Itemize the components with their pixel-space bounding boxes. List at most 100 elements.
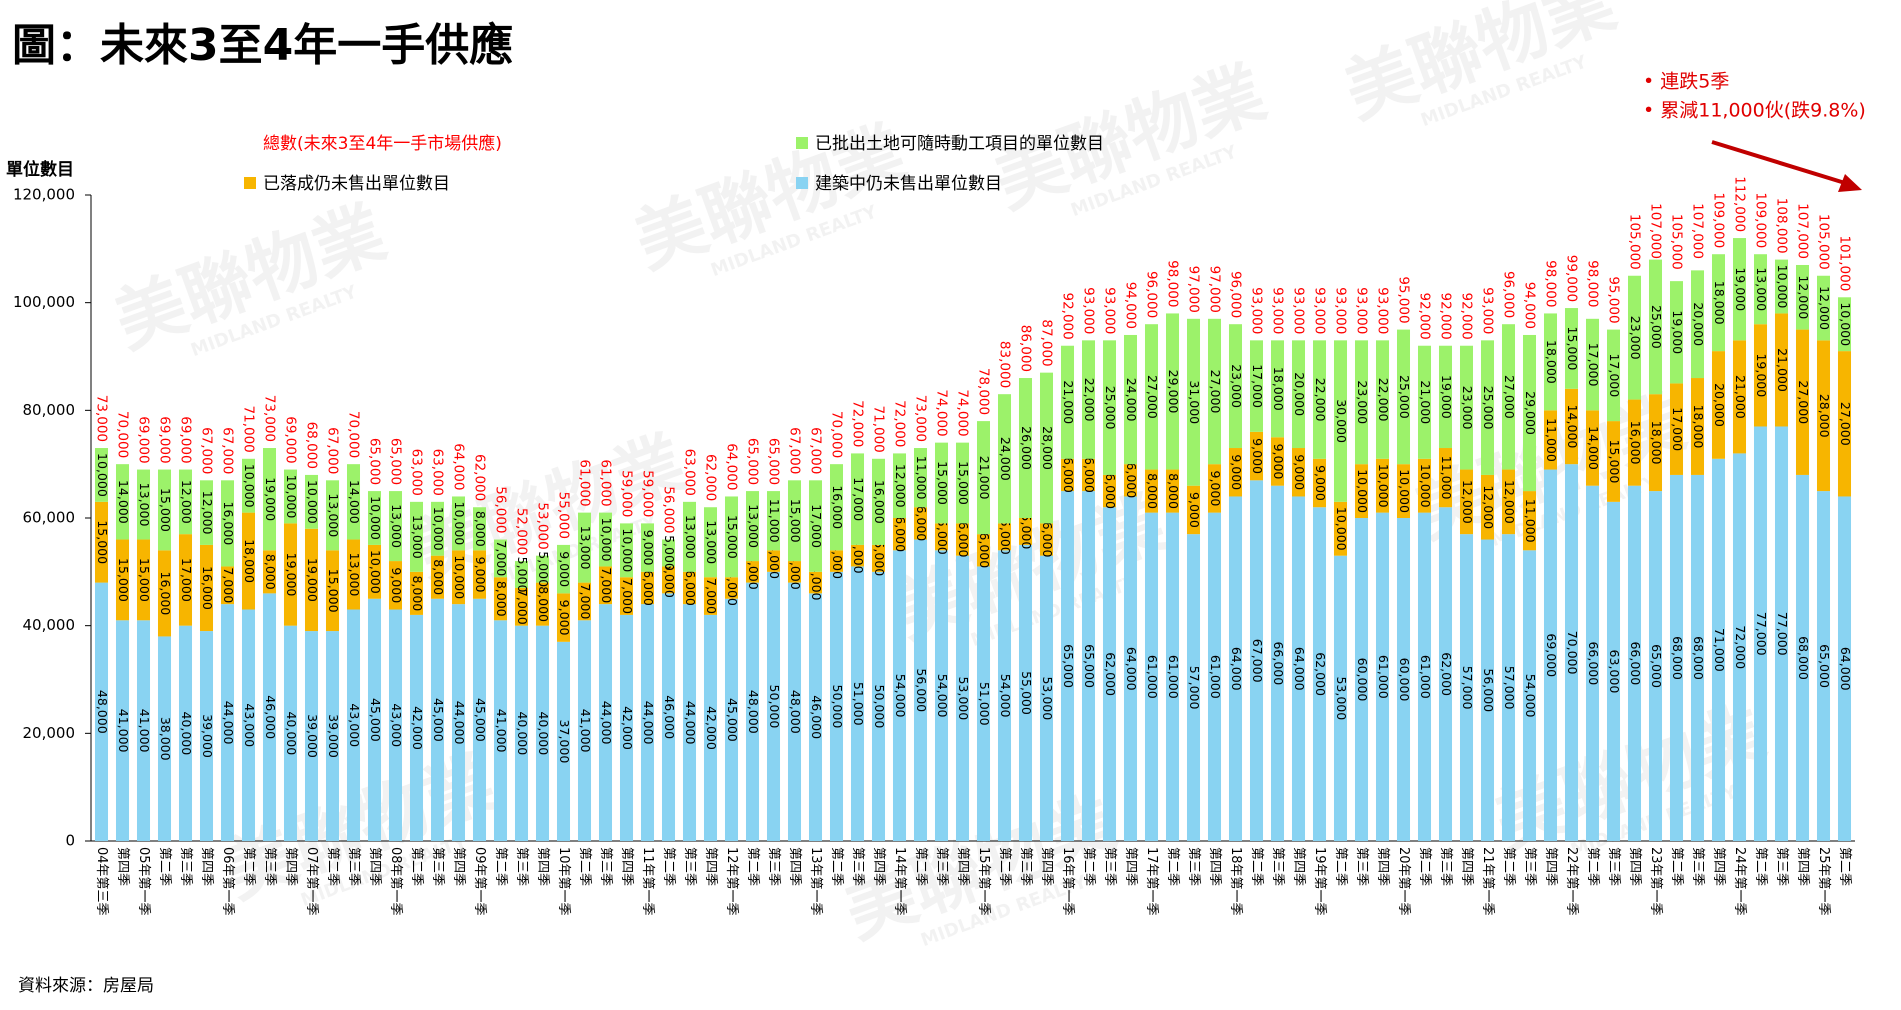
- data-label: 65,000: [1649, 644, 1664, 688]
- data-label: 5,000: [536, 551, 551, 587]
- data-label: 9,000: [557, 551, 572, 587]
- bar-segment: [745, 491, 760, 562]
- data-label: 12,000: [179, 480, 194, 524]
- data-label: 17,000: [809, 504, 824, 548]
- bar-segment: [787, 582, 802, 841]
- total-label: 92,000: [1438, 292, 1454, 339]
- bar-segment: [1102, 340, 1117, 475]
- data-label: 48,000: [788, 690, 803, 734]
- data-label: 48,000: [746, 690, 761, 734]
- bar-segment: [1711, 458, 1726, 841]
- total-label: 92,000: [1060, 292, 1076, 339]
- data-label: 7,000: [515, 589, 530, 625]
- bar-segment: [745, 582, 760, 841]
- bar-segment: [1837, 351, 1852, 497]
- bar-segment: [94, 448, 109, 502]
- bar-segment: [1732, 238, 1747, 341]
- bar-segment: [199, 544, 214, 632]
- bar-segment: [829, 571, 844, 841]
- data-label: 9,000: [1229, 454, 1244, 490]
- bar-segment: [766, 571, 781, 841]
- total-label: 74,000: [934, 389, 950, 436]
- data-label: 4,000: [725, 570, 740, 606]
- data-label: 53,000: [956, 676, 971, 720]
- total-label: 59,000: [640, 470, 656, 517]
- bar-segment: [745, 561, 760, 583]
- total-label: 61,000: [577, 459, 593, 506]
- data-label: 12,000: [1796, 275, 1811, 319]
- bar-segment: [1480, 539, 1495, 841]
- data-label: 64,000: [1229, 647, 1244, 691]
- data-label: 11,000: [914, 456, 929, 500]
- data-label: 20,000: [1691, 302, 1706, 346]
- x-tick-label: 第三季: [1690, 847, 1705, 886]
- x-tick-label: 第四季: [1711, 847, 1726, 886]
- bar-segment: [430, 555, 445, 599]
- total-label: 87,000: [1039, 319, 1055, 366]
- bar-segment: [913, 539, 928, 841]
- x-tick-label: 第四季: [199, 847, 214, 886]
- x-tick-label: 第四季: [283, 847, 298, 886]
- bar-segment: [1669, 281, 1684, 384]
- bar-segment: [1585, 410, 1600, 486]
- data-label: 7,000: [578, 584, 593, 620]
- x-tick-label: 15年第一季: [976, 847, 991, 916]
- data-label: 77,000: [1775, 612, 1790, 656]
- x-tick-label: 第二季: [409, 847, 424, 886]
- bar-segment: [409, 571, 424, 615]
- total-label: 69,000: [136, 416, 152, 463]
- data-label: 5,000: [515, 557, 530, 593]
- data-label: 5,000: [998, 519, 1013, 555]
- data-label: 27,000: [1145, 375, 1160, 419]
- x-tick-label: 05年第一季: [136, 847, 151, 916]
- data-label: 12,000: [200, 491, 215, 535]
- bar-segment: [325, 550, 340, 632]
- bar-segment: [577, 620, 592, 841]
- bar-segment: [955, 523, 970, 556]
- x-tick-label: 08年第一季: [388, 847, 403, 916]
- bar-segment: [598, 566, 613, 605]
- total-label: 71,000: [241, 406, 257, 453]
- bar-segment: [1291, 448, 1306, 497]
- total-label: 109,000: [1711, 192, 1727, 248]
- bar-segment: [94, 501, 109, 583]
- data-label: 8,000: [494, 581, 509, 617]
- data-label: 9,000: [641, 530, 656, 566]
- data-label: 4,000: [809, 565, 824, 601]
- bar-segment: [1018, 518, 1033, 545]
- bar-segment: [493, 539, 508, 578]
- data-label: 19,000: [1754, 353, 1769, 397]
- data-label: 61,000: [1145, 655, 1160, 699]
- total-label: 95,000: [1606, 276, 1622, 323]
- bar-segment: [346, 464, 361, 540]
- total-label: 73,000: [94, 395, 110, 442]
- data-label: 15,000: [95, 520, 110, 564]
- total-label: 71,000: [871, 406, 887, 453]
- x-tick-label: 第三季: [1354, 847, 1369, 886]
- bar-segment: [976, 421, 991, 535]
- data-label: 64,000: [1124, 647, 1139, 691]
- data-label: 62,000: [1103, 652, 1118, 696]
- data-label: 10,000: [1838, 302, 1853, 346]
- data-label: 13,000: [410, 515, 425, 559]
- data-label: 43,000: [347, 703, 362, 747]
- x-tick-label: 17年第一季: [1144, 847, 1159, 916]
- bar-segment: [598, 604, 613, 841]
- bar-segment: [1753, 426, 1768, 841]
- data-label: 13,000: [326, 493, 341, 537]
- bar-segment: [1543, 410, 1558, 470]
- bar-segment: [913, 507, 928, 540]
- data-label: 8,000: [536, 586, 551, 622]
- data-label: 53,000: [1040, 676, 1055, 720]
- data-label: 10,000: [284, 475, 299, 519]
- bar-segment: [241, 458, 256, 513]
- bar-segment: [388, 561, 403, 610]
- bar-segment: [1333, 555, 1348, 841]
- x-tick-label: 第四季: [1543, 847, 1558, 886]
- bar-segment: [472, 598, 487, 841]
- data-label: 13,000: [389, 504, 404, 548]
- total-label: 105,000: [1627, 214, 1643, 270]
- total-label: 92,000: [1417, 292, 1433, 339]
- total-label: 93,000: [1333, 287, 1349, 334]
- data-label: 29,000: [1523, 391, 1538, 435]
